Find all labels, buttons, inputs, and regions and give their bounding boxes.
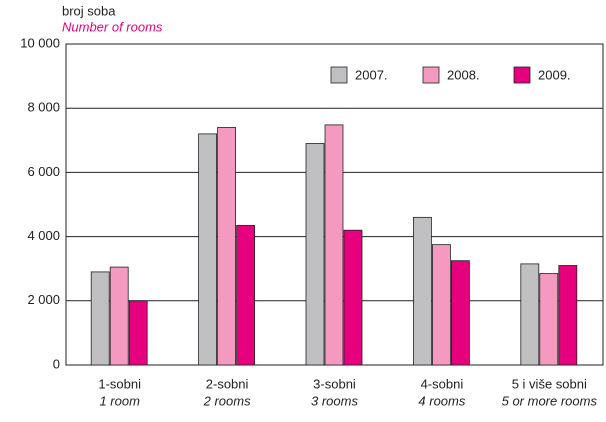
bar xyxy=(412,216,432,366)
legend-swatch xyxy=(513,66,531,84)
x-tick-label-en: 4 rooms xyxy=(418,393,465,408)
x-tick-label: 5 i više sobni xyxy=(512,376,587,391)
legend-label: 2009. xyxy=(538,67,571,82)
x-tick-label: 3-sobni xyxy=(313,376,356,391)
bar xyxy=(324,124,344,366)
y-axis-label-en: Number of rooms xyxy=(62,19,163,34)
bar xyxy=(217,127,237,366)
bar xyxy=(539,273,559,366)
bar xyxy=(450,260,470,366)
y-tick-label: 2 000 xyxy=(27,292,60,307)
y-axis-label: broj soba xyxy=(62,3,116,18)
y-tick-label: 4 000 xyxy=(27,228,60,243)
y-tick-label: 0 xyxy=(53,356,60,371)
bar xyxy=(236,224,256,366)
y-tick-label: 10 000 xyxy=(20,35,60,50)
y-tick-label: 8 000 xyxy=(27,100,60,115)
bar xyxy=(558,265,578,366)
bar xyxy=(128,300,148,366)
x-tick-label: 1-sobni xyxy=(98,376,141,391)
bar xyxy=(343,229,363,366)
legend-label: 2008. xyxy=(447,67,480,82)
x-tick-label: 4-sobni xyxy=(421,376,464,391)
bar xyxy=(198,133,218,366)
x-tick-label-en: 5 or more rooms xyxy=(502,393,598,408)
bar xyxy=(109,266,129,366)
legend-swatch xyxy=(330,66,348,84)
legend-label: 2007. xyxy=(355,67,388,82)
y-tick-label: 6 000 xyxy=(27,164,60,179)
x-tick-label-en: 2 rooms xyxy=(203,393,251,408)
x-tick-label-en: 1 room xyxy=(99,393,140,408)
bar xyxy=(431,244,451,366)
x-tick-label-en: 3 rooms xyxy=(311,393,358,408)
legend-swatch xyxy=(422,66,440,84)
bar xyxy=(90,271,110,366)
x-tick-label: 2-sobni xyxy=(206,376,249,391)
bar xyxy=(520,263,540,366)
bar xyxy=(305,143,325,366)
